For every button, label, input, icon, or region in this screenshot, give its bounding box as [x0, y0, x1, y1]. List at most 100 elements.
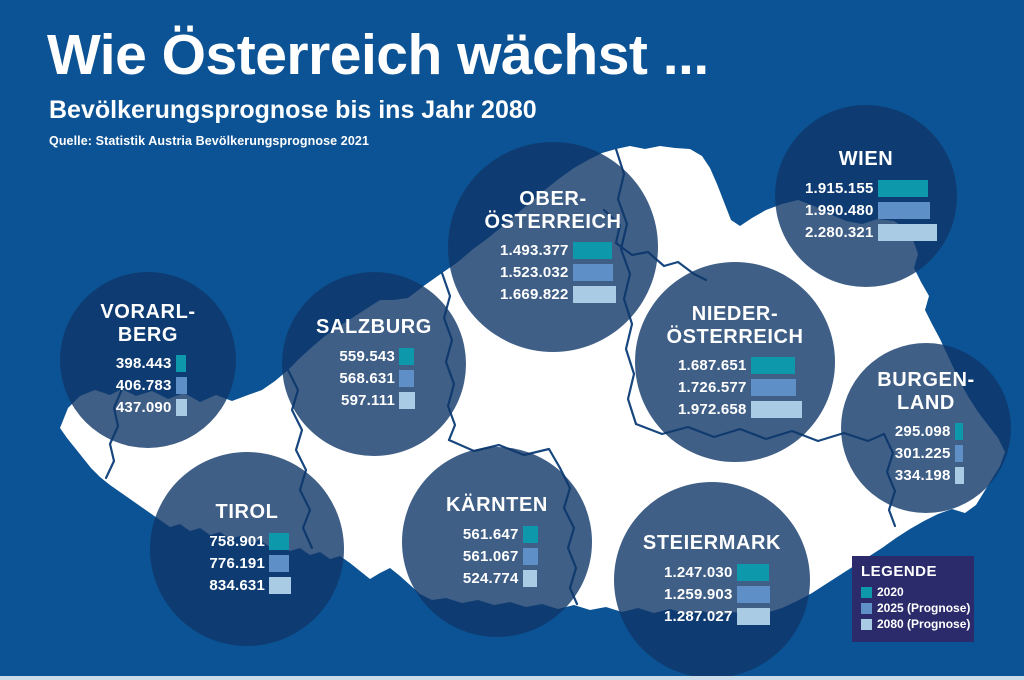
bar-row-2025 (Prognose): 1.990.480 [796, 202, 937, 220]
bar-row-2080 (Prognose): 1.287.027 [655, 608, 770, 626]
population-value: 1.972.658 [677, 401, 747, 419]
region-tirol: TIROL 758.901 776.191 834.631 [150, 452, 344, 646]
region-name: VORARL- BERG [100, 301, 195, 346]
swatch-2080-icon [861, 618, 872, 630]
region-name-line: STEIERMARK [642, 532, 782, 555]
population-value: 1.915.155 [804, 180, 874, 198]
population-bar [736, 608, 770, 626]
population-bar [269, 533, 289, 551]
population-value: 597.111 [341, 392, 395, 410]
region-name-line: ÖSTERREICH [484, 210, 622, 233]
population-bar [572, 286, 616, 304]
bar-row-2020: 1.915.155 [796, 180, 937, 198]
population-value: 1.247.030 [663, 564, 733, 582]
population-value: 568.631 [339, 370, 395, 388]
population-value: 1.726.577 [677, 379, 747, 397]
population-value: 398.443 [115, 355, 172, 373]
population-bar [175, 355, 186, 373]
region-oberoesterreich: OBER- ÖSTERREICH 1.493.377 1.523.032 1.669.8… [448, 142, 658, 352]
region-burgenland: BURGEN- LAND 295.098 301.225 334.198 [841, 343, 1011, 513]
bar-row-2025 (Prognose): 301.225 [889, 445, 964, 463]
region-bars: 398.443 406.783 437.090 [110, 353, 187, 419]
region-name-line: BERG [117, 323, 179, 346]
region-bars: 1.687.651 1.726.577 1.972.658 [669, 355, 802, 421]
population-bar [877, 224, 937, 242]
bar-row-2020: 295.098 [889, 423, 964, 441]
population-bar [269, 555, 289, 573]
bar-row-2080 (Prognose): 334.198 [889, 467, 964, 485]
region-bars: 295.098 301.225 334.198 [889, 421, 964, 487]
population-value: 1.259.903 [663, 586, 733, 604]
legend: LEGENDE 2020 2025 (Prognose) 2080 (Progn… [852, 556, 974, 642]
page-title: Wie Österreich wächst ... [47, 23, 709, 87]
bar-row-2025 (Prognose): 1.726.577 [669, 379, 802, 397]
population-bar [175, 399, 187, 417]
region-name: OBER- ÖSTERREICH [484, 188, 621, 233]
bar-row-2025 (Prognose): 561.067 [457, 548, 538, 566]
bar-row-2020: 398.443 [110, 355, 187, 373]
population-value: 1.493.377 [499, 242, 569, 260]
region-name-line: WIEN [838, 148, 894, 171]
population-value: 334.198 [894, 467, 951, 485]
legend-label: 2080 (Prognose) [877, 617, 971, 631]
region-name-line: ÖSTERREICH [666, 325, 804, 348]
bar-row-2080 (Prognose): 524.774 [457, 570, 538, 588]
population-value: 758.901 [209, 533, 265, 551]
bar-row-2020: 758.901 [203, 533, 291, 551]
region-name: WIEN [839, 148, 894, 170]
population-bar [399, 392, 415, 410]
population-bar [175, 377, 187, 395]
population-value: 1.287.027 [663, 608, 733, 626]
legend-label: 2020 [877, 585, 904, 599]
population-value: 1.669.822 [499, 286, 569, 304]
population-bar [954, 445, 963, 463]
bar-row-2025 (Prognose): 406.783 [110, 377, 187, 395]
population-bar [736, 586, 770, 604]
population-bar [572, 264, 613, 282]
population-bar [750, 357, 795, 375]
region-kaernten: KÄRNTEN 561.647 561.067 524.774 [402, 447, 592, 637]
swatch-2020-icon [861, 586, 872, 598]
population-bar [736, 564, 769, 582]
population-value: 559.543 [339, 348, 395, 366]
region-name-line: KÄRNTEN [446, 494, 548, 517]
region-name-line: SALZBURG [316, 316, 432, 339]
population-value: 437.090 [115, 399, 172, 417]
region-name-line: TIROL [215, 501, 279, 524]
legend-item-2080: 2080 (Prognose) [861, 617, 970, 631]
region-name-line: NIEDER- [691, 303, 779, 326]
bar-row-2020: 559.543 [333, 348, 415, 366]
region-name: STEIERMARK [643, 532, 781, 554]
region-name: TIROL [216, 501, 279, 523]
source-note: Quelle: Statistik Austria Bevölkerungspr… [49, 133, 370, 148]
region-name: KÄRNTEN [446, 494, 548, 516]
region-niederoesterreich: NIEDER- ÖSTERREICH 1.687.651 1.726.577 1.972… [635, 262, 835, 462]
bar-row-2080 (Prognose): 437.090 [110, 399, 187, 417]
region-name-line: LAND [897, 391, 955, 414]
population-value: 295.098 [894, 423, 951, 441]
region-wien: WIEN 1.915.155 1.990.480 2.280.321 [775, 105, 957, 287]
legend-item-2025: 2025 (Prognose) [861, 601, 970, 615]
population-bar [750, 379, 796, 397]
bar-row-2025 (Prognose): 568.631 [333, 370, 415, 388]
population-bar [750, 401, 802, 419]
region-bars: 758.901 776.191 834.631 [203, 531, 291, 597]
legend-title: LEGENDE [861, 563, 938, 580]
bar-row-2025 (Prognose): 1.259.903 [655, 586, 770, 604]
population-value: 1.990.480 [804, 202, 874, 220]
region-vorarlberg: VORARL- BERG 398.443 406.783 437.090 [60, 272, 236, 448]
population-value: 1.687.651 [677, 357, 747, 375]
population-value: 834.631 [209, 577, 265, 595]
bar-row-2020: 1.247.030 [655, 564, 770, 582]
bar-row-2080 (Prognose): 1.669.822 [491, 286, 616, 304]
region-bars: 561.647 561.067 524.774 [457, 524, 538, 590]
population-value: 524.774 [462, 570, 519, 588]
region-steiermark: STEIERMARK 1.247.030 1.259.903 1.287.027 [614, 482, 810, 678]
population-value: 561.647 [462, 526, 519, 544]
region-name-line: BURGEN- [877, 369, 975, 392]
bar-row-2020: 561.647 [457, 526, 538, 544]
page-subtitle: Bevölkerungsprognose bis ins Jahr 2080 [49, 95, 537, 124]
bar-row-2025 (Prognose): 1.523.032 [491, 264, 616, 282]
region-name: NIEDER- ÖSTERREICH [666, 303, 803, 348]
